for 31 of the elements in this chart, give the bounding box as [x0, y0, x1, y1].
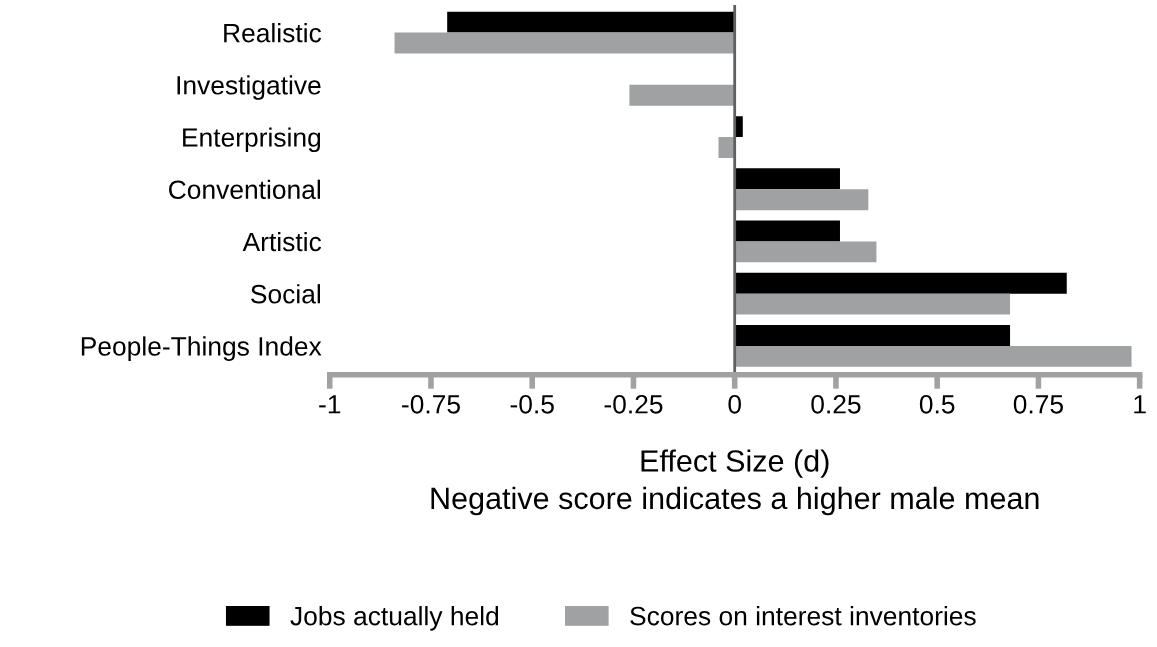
x-tick-label: 1 — [1134, 395, 1146, 414]
y-tick-label: Realistic — [224, 23, 322, 43]
bar — [447, 11, 735, 33]
bar — [734, 168, 840, 190]
y-tick-label: Artistic — [242, 231, 322, 252]
x-tick-label: 0.75 — [1013, 394, 1063, 414]
y-tick-label: Investigative — [177, 75, 321, 100]
bar — [734, 241, 877, 263]
bar — [734, 272, 1067, 294]
x-tick-label: -1 — [319, 395, 341, 414]
y-tick-label: Enterprising — [183, 127, 321, 153]
y-tick-label: Social — [251, 284, 320, 304]
x-tick-label: -0.5 — [510, 394, 554, 414]
bar — [718, 137, 735, 158]
bar — [734, 325, 1011, 346]
legend-label: Jobs actually held — [290, 606, 499, 631]
bar — [734, 293, 1011, 315]
x-tick-label: 0.5 — [919, 394, 955, 414]
bar — [734, 345, 1132, 367]
x-tick-label: 0.25 — [811, 394, 861, 414]
x-tick-label: -0.25 — [604, 394, 663, 414]
bar — [734, 189, 869, 211]
y-tick-label: Conventional — [169, 179, 320, 200]
bar — [734, 220, 840, 242]
legend-label: Scores on interest inventories — [630, 606, 976, 626]
bar — [394, 32, 735, 54]
x-tick-label: -0.75 — [402, 394, 460, 414]
x-axis-title: Effect Size (d) Negative score indicates a higher male mean — [431, 449, 1039, 516]
y-tick-label: People-Things Index — [81, 336, 322, 361]
bar — [629, 84, 735, 106]
x-tick-label: 0 — [728, 394, 741, 414]
